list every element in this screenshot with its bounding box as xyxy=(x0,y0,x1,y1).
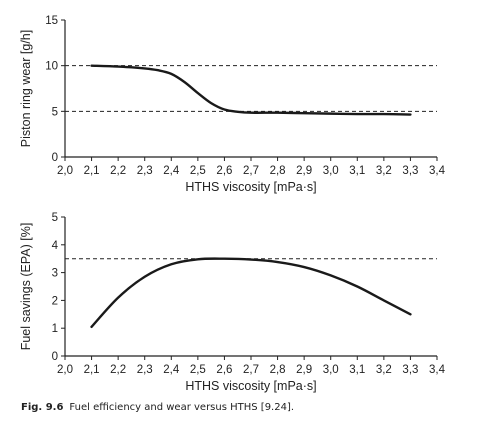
x-tick-label: 2,6 xyxy=(216,165,232,177)
x-tick-label: 3,1 xyxy=(349,165,365,177)
y-tick-label: 15 xyxy=(45,15,58,27)
y-tick-label: 3 xyxy=(52,268,58,280)
y-tick-label: 5 xyxy=(52,212,58,224)
caption-label: Fig. 9.6 xyxy=(21,402,64,413)
x-tick-label: 2,9 xyxy=(296,165,312,177)
x-tick-label: 3,3 xyxy=(402,165,418,177)
y-axis-title: Fuel savings (EPA) [%] xyxy=(19,223,33,351)
x-tick-label: 2,0 xyxy=(57,364,73,376)
x-tick-label: 3,3 xyxy=(402,364,418,376)
x-tick-label: 2,2 xyxy=(110,364,126,376)
y-tick-label: 4 xyxy=(52,240,59,252)
x-tick-label: 2,9 xyxy=(296,364,312,376)
x-tick-label: 2,4 xyxy=(163,364,180,376)
x-tick-label: 2,2 xyxy=(110,165,126,177)
x-tick-label: 2,6 xyxy=(216,364,232,376)
x-tick-label: 3,0 xyxy=(323,165,339,177)
data-series-line xyxy=(90,64,412,116)
x-tick-label: 2,8 xyxy=(270,165,286,177)
y-tick-label: 5 xyxy=(52,106,58,118)
y-axis-title: Piston ring wear [g/h] xyxy=(19,30,33,147)
x-axis-title: HTHS viscosity [mPa·s] xyxy=(185,180,316,194)
x-tick-label: 2,8 xyxy=(270,364,286,376)
x-tick-label: 2,5 xyxy=(190,364,206,376)
x-tick-label: 2,1 xyxy=(84,364,100,376)
y-tick-label: 0 xyxy=(52,351,58,363)
x-tick-label: 3,2 xyxy=(376,165,392,177)
x-tick-label: 2,1 xyxy=(84,165,100,177)
y-tick-label: 1 xyxy=(52,323,58,335)
x-tick-label: 2,7 xyxy=(243,165,259,177)
x-tick-label: 3,1 xyxy=(349,364,365,376)
x-tick-label: 2,5 xyxy=(190,165,206,177)
chart-panel-1: 2,0 2,1 2,2 2,3 2,4 2,5 2,6 2,7 2,8 2,9 3,0 3,1 3,2 3… xyxy=(19,15,446,194)
data-series-line xyxy=(90,257,412,329)
x-tick-label: 3,4 xyxy=(429,165,446,177)
x-tick-label: 3,2 xyxy=(376,364,392,376)
y-tick-label: 0 xyxy=(52,152,58,164)
x-tick-label: 3,0 xyxy=(323,364,339,376)
x-tick-label: 3,4 xyxy=(429,364,446,376)
x-tick-label: 2,3 xyxy=(137,165,153,177)
chart-panel-2: 2,0 2,1 2,2 2,3 2,4 2,5 2,6 2,7 2,8 2,9 3,0 3,1 3,2 3… xyxy=(19,212,446,393)
x-tick-label: 2,4 xyxy=(163,165,180,177)
y-tick-label: 2 xyxy=(52,295,58,307)
figure-caption: Fig. 9.6 Fuel efficiency and wear versus … xyxy=(21,402,294,413)
y-tick-label: 10 xyxy=(45,61,58,73)
x-tick-label: 2,3 xyxy=(137,364,153,376)
x-tick-label: 2,0 xyxy=(57,165,73,177)
x-axis-title: HTHS viscosity [mPa·s] xyxy=(185,379,316,393)
caption-text: Fuel efficiency and wear versus HTHS [9.… xyxy=(69,402,295,413)
x-tick-label: 2,7 xyxy=(243,364,259,376)
